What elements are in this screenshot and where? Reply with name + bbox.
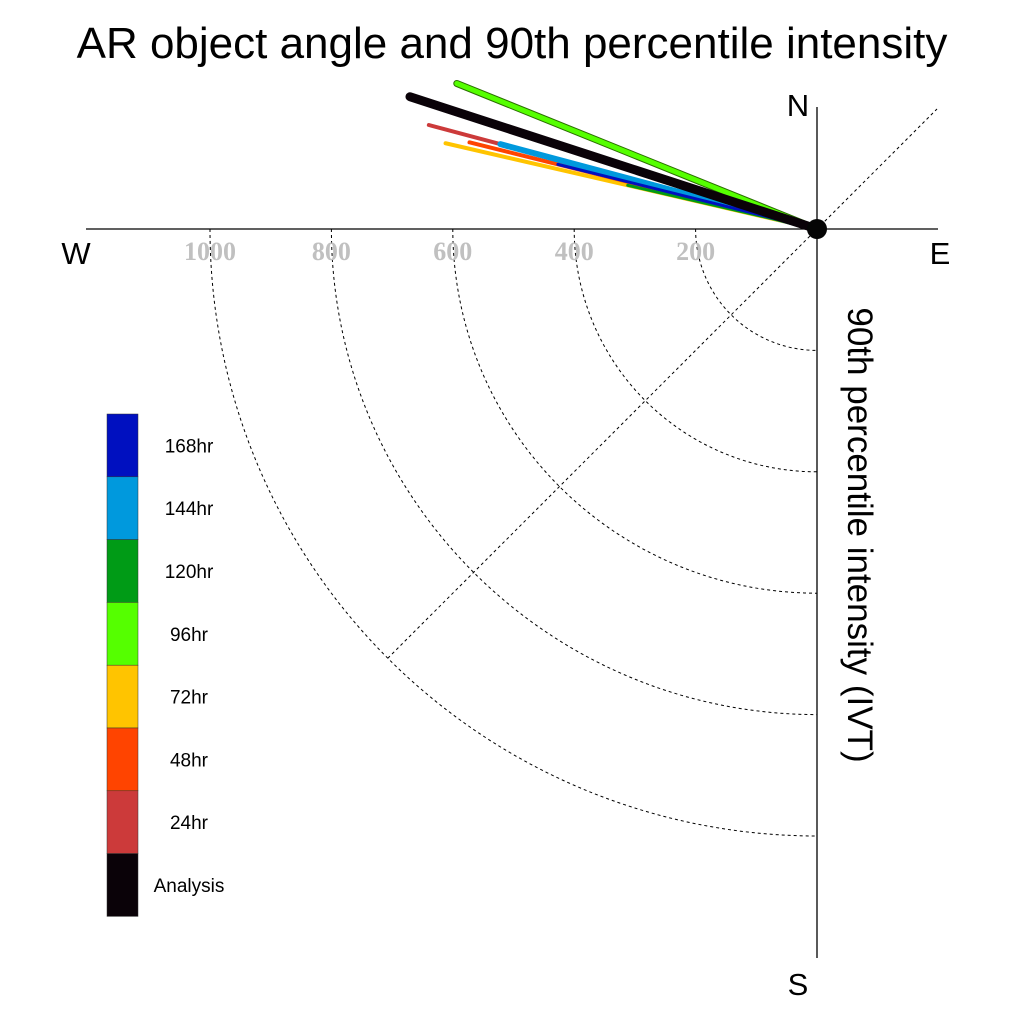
y-axis-label: 90th percentile intensity (IVT) (840, 307, 879, 762)
east-label: E (930, 236, 951, 271)
radial-tick-label: 1000 (184, 237, 236, 266)
legend-label: 144hr (165, 499, 214, 520)
legend-swatch-144hr (106, 476, 139, 540)
legend-label: 120hr (165, 562, 214, 583)
grid-arc (452, 228, 818, 594)
grid (209, 108, 938, 837)
chart-title: AR object angle and 90th percentile inte… (77, 19, 948, 68)
legend-label: 72hr (170, 688, 209, 709)
legend-swatch-168hr (106, 413, 139, 478)
legend-label: 96hr (170, 625, 209, 646)
legend-swatch-48hr (106, 727, 139, 792)
radial-tick-label: 800 (312, 237, 351, 266)
radial-tick-label: 200 (676, 237, 715, 266)
radial-tick-label: 600 (433, 237, 472, 266)
grid-arc (695, 228, 818, 351)
north-label: N (787, 88, 809, 123)
axes (86, 107, 938, 958)
legend-label: 48hr (170, 750, 209, 771)
radial-tick-labels: 200 400 600 800 1000 (184, 237, 715, 266)
origin-marker (807, 219, 827, 239)
legend-swatch-analysis (106, 853, 139, 917)
legend: 168hr 144hr 120hr 96hr 72hr 48hr 24hr Analysis (106, 413, 225, 917)
legend-label: 168hr (165, 436, 214, 457)
west-label: W (61, 236, 91, 271)
grid-arc (573, 228, 818, 473)
legend-swatch-72hr (106, 664, 139, 729)
grid-arc (330, 228, 818, 716)
legend-swatch-120hr (106, 539, 139, 603)
radial-tick-label: 400 (555, 237, 594, 266)
legend-swatch-24hr (106, 790, 139, 854)
legend-label: 24hr (170, 813, 209, 834)
vectors (405, 79, 822, 234)
legend-swatch-96hr (106, 602, 139, 666)
vector-analysis (405, 92, 822, 234)
south-label: S (788, 967, 809, 1002)
vector-96hr (454, 80, 820, 232)
legend-label: Analysis (154, 876, 225, 897)
grid-arc (209, 228, 818, 837)
